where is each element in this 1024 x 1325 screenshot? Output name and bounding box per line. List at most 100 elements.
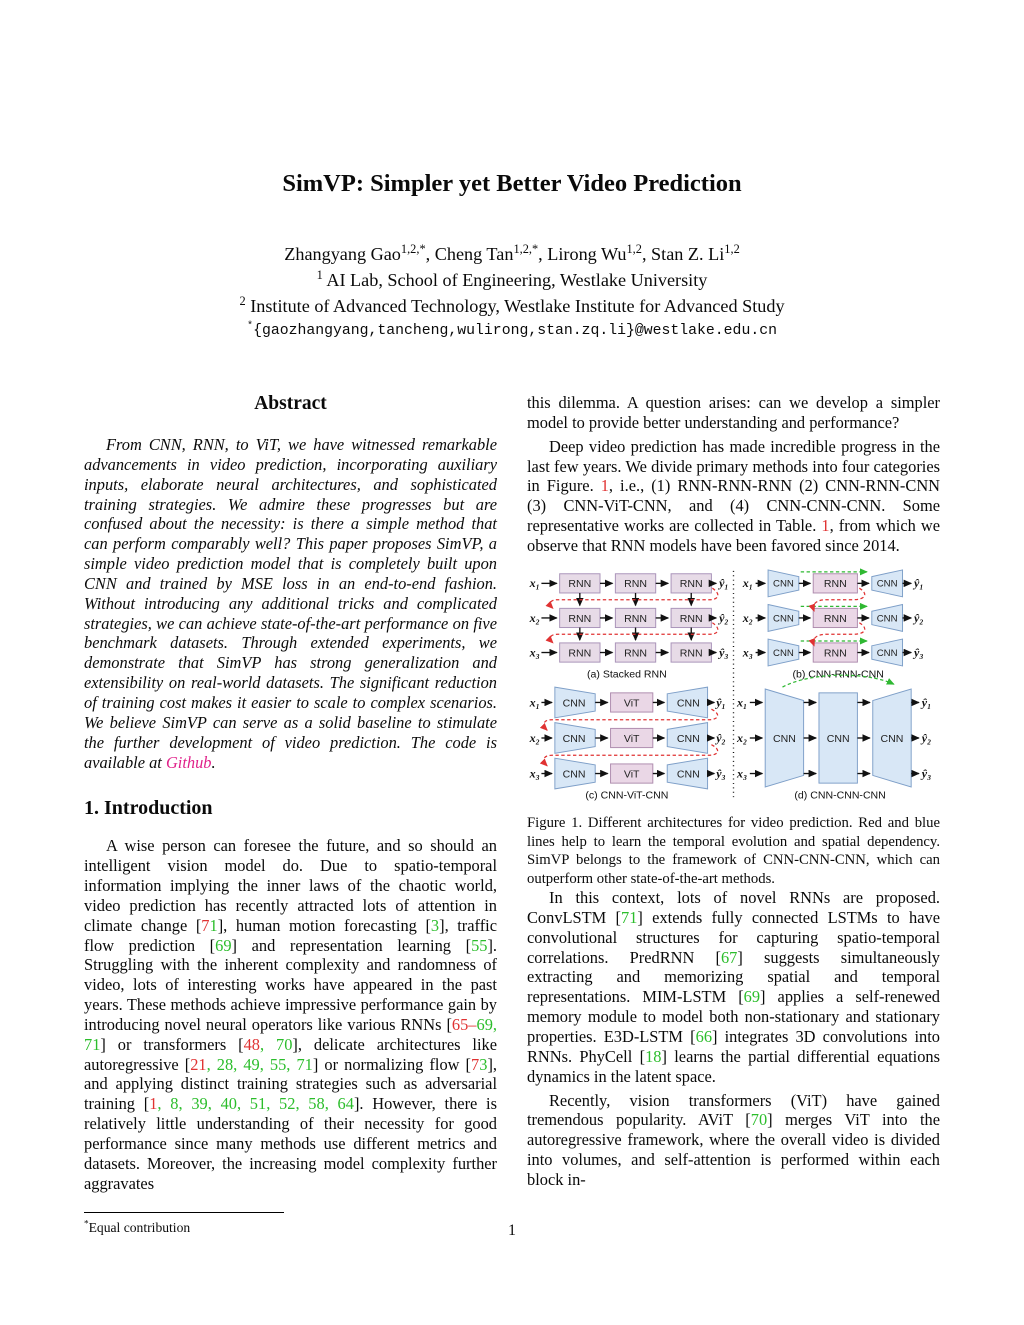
right-paragraph-vit: Recently, vision transformers (ViT) have…: [527, 1090, 940, 1189]
figure-1: x₁ RNN RNN RNN ŷ₁ x₂: [527, 568, 940, 804]
input-label: x₁: [529, 576, 540, 590]
footnote-rule: [84, 1211, 284, 1213]
abstract-heading: Abstract: [254, 393, 327, 414]
cnn-decoder: [871, 569, 904, 598]
subcaption-a: (a) Stacked RNN: [587, 668, 667, 680]
input-label: x₁: [529, 695, 540, 709]
cnn-label: CNN: [877, 648, 898, 659]
github-link[interactable]: Github: [165, 752, 212, 772]
figure-1-caption: Figure 1. Different architectures for vi…: [527, 815, 940, 887]
right-column: this dilemma. A question arises: can we …: [527, 393, 940, 1236]
citation[interactable]: , 8, 39, 40, 51, 52, 58, 64: [157, 1094, 354, 1114]
vit-box: [610, 727, 654, 748]
citation[interactable]: 48: [243, 1034, 260, 1054]
temporal-red-line: [539, 743, 719, 767]
output-label: ŷ₁: [920, 695, 932, 709]
cnn-label: CNN: [773, 648, 794, 659]
cnn-label: CNN: [677, 697, 700, 709]
citation[interactable]: , 28, 49, 55, 71: [206, 1054, 313, 1074]
cnn-label: CNN: [881, 733, 904, 745]
author-line: Zhangyang Gao1,2,*, Cheng Tan1,2,*, Liro…: [284, 241, 740, 264]
vit-label: ViT: [624, 697, 640, 709]
rnn-label: RNN: [568, 647, 591, 659]
cnn-label: CNN: [677, 733, 700, 745]
cnn-decoder: [871, 603, 904, 632]
subfigure-b-cnn-rnn-cnn: x₁ CNN RNN CNN ŷ₁ x₂: [742, 568, 924, 680]
abstract-text: From CNN, RNN, to ViT, we have witnessed…: [84, 435, 497, 772]
citation[interactable]: 3: [430, 915, 440, 935]
footnote-text: *Equal contribution: [84, 1218, 191, 1235]
citation[interactable]: 1: [149, 1094, 158, 1114]
cnn-label: CNN: [827, 733, 850, 745]
vit-label: ViT: [624, 768, 640, 780]
rnn-box: [614, 642, 657, 663]
section-heading-introduction: 1. Introduction: [84, 797, 213, 820]
subcaption-d: (d) CNN-CNN-CNN: [794, 789, 885, 801]
citation[interactable]: 7: [201, 915, 210, 935]
cnn-label: CNN: [773, 733, 796, 745]
rnn-label: RNN: [624, 613, 647, 625]
cnn-label: CNN: [563, 697, 586, 709]
input-label: x₁: [742, 576, 753, 590]
cnn-encoder: [554, 686, 596, 719]
output-label: ŷ₂: [717, 611, 729, 625]
rnn-label: RNN: [824, 578, 847, 590]
right-paragraph-categories: Deep video prediction has made incredibl…: [527, 436, 941, 555]
output-label: ŷ₂: [714, 731, 726, 745]
output-label: ŷ₂: [920, 731, 932, 745]
figure-ref[interactable]: 1: [600, 476, 609, 496]
citation[interactable]: 66: [695, 1026, 713, 1046]
output-label: ŷ₃: [920, 766, 932, 780]
input-label: x₂: [742, 611, 753, 625]
citation[interactable]: 7: [471, 1054, 480, 1074]
citation[interactable]: 21: [190, 1054, 207, 1074]
citation[interactable]: , 70: [259, 1034, 293, 1054]
footnote: *Equal contribution: [84, 1211, 497, 1236]
citation[interactable]: 1: [209, 915, 218, 935]
cnn-label: CNN: [563, 733, 586, 745]
two-column-body: Abstract From CNN, RNN, to ViT, we have …: [0, 393, 1024, 1236]
citation[interactable]: 71: [621, 907, 638, 927]
temporal-red-line: [545, 621, 719, 644]
left-column: Abstract From CNN, RNN, to ViT, we have …: [84, 393, 497, 1236]
cnn-encoder: [767, 638, 800, 667]
subcaption-b: (b) CNN-RNN-CNN: [792, 668, 883, 680]
output-label: ŷ₂: [912, 611, 924, 625]
temporal-red-line: [808, 587, 866, 612]
citation[interactable]: 65–: [451, 1014, 477, 1034]
output-label: ŷ₃: [912, 645, 924, 659]
rnn-label: RNN: [568, 613, 591, 625]
vit-box: [610, 692, 654, 713]
citation[interactable]: 69: [743, 987, 761, 1007]
input-label: x₃: [742, 645, 753, 659]
input-label: x₂: [529, 731, 540, 745]
citation[interactable]: 67: [720, 947, 738, 967]
rnn-label: RNN: [568, 578, 591, 590]
table-ref[interactable]: 1: [821, 516, 830, 536]
cnn-encoder: [554, 757, 596, 790]
citation[interactable]: 69: [215, 935, 232, 955]
subcaption-c: (c) CNN-ViT-CNN: [585, 789, 668, 801]
vit-box: [610, 763, 654, 784]
page-number: 1: [508, 1222, 516, 1239]
citation[interactable]: 55: [471, 935, 488, 955]
cnn-translator: [818, 692, 858, 784]
cnn-label: CNN: [773, 613, 794, 624]
cnn-label: CNN: [877, 613, 898, 624]
input-label: x₃: [529, 766, 540, 780]
citation[interactable]: 18: [645, 1046, 662, 1066]
cnn-encoder: [767, 569, 800, 598]
rnn-label: RNN: [624, 647, 647, 659]
citation[interactable]: 70: [750, 1110, 768, 1130]
cnn-encoder: [554, 721, 596, 754]
cnn-decoder: [666, 757, 709, 790]
citation[interactable]: 3: [479, 1054, 488, 1074]
output-label: ŷ₃: [717, 645, 729, 659]
rnn-label: RNN: [680, 578, 703, 590]
cnn-label: CNN: [563, 768, 586, 780]
cnn-encoder: [767, 603, 800, 632]
input-label: x₃: [529, 645, 540, 659]
citation[interactable]: 69, 71: [84, 1014, 497, 1054]
input-label: x₂: [529, 611, 540, 625]
temporal-red-line: [545, 587, 719, 609]
